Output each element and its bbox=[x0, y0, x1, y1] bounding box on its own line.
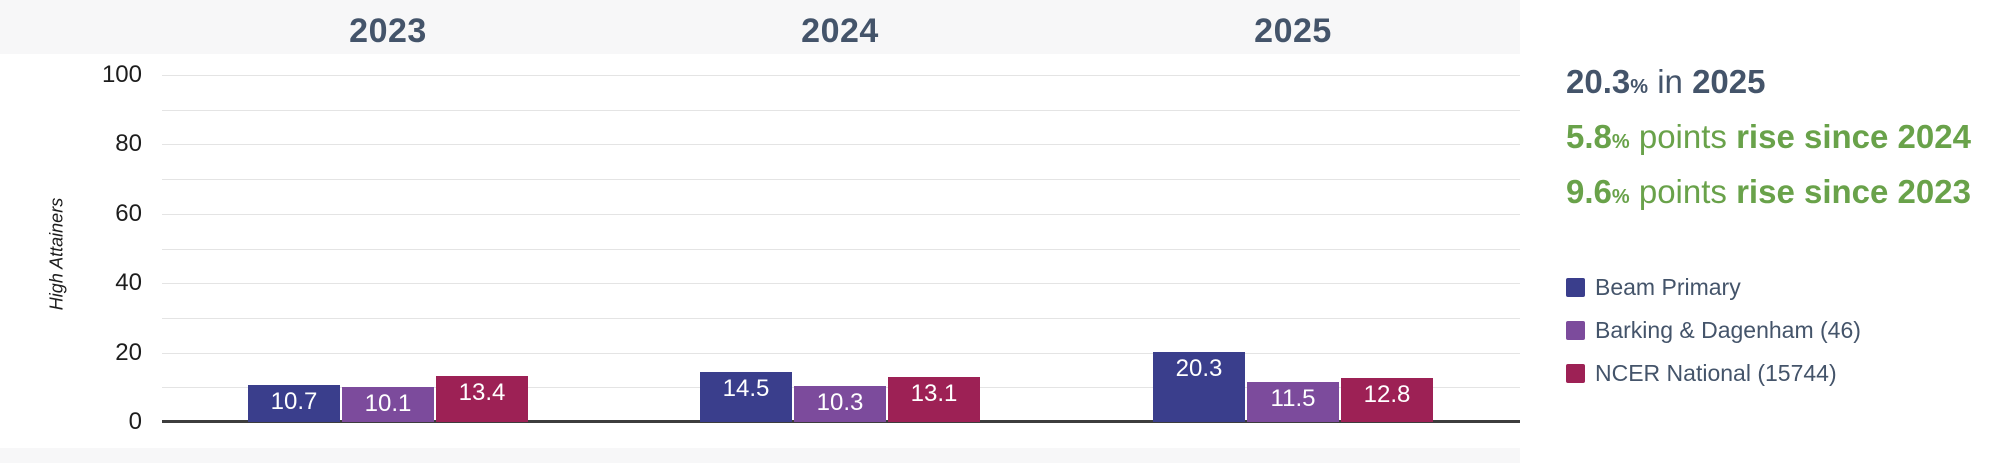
bar-value-label: 14.5 bbox=[722, 374, 770, 402]
bar[interactable]: 13.1 bbox=[888, 376, 980, 422]
y-axis-label: High Attainers bbox=[46, 197, 67, 311]
legend-swatch-icon bbox=[1566, 364, 1585, 383]
stats-panel: 20.3% in 2025 5.8% points rise since 202… bbox=[1566, 57, 1996, 222]
stat-value: 9.6 bbox=[1566, 173, 1612, 210]
bar-value-label: 13.1 bbox=[910, 379, 958, 407]
legend-item-label: Barking & Dagenham (46) bbox=[1595, 317, 1861, 343]
y-axis-tick-label: 60 bbox=[115, 199, 142, 227]
y-axis-tick-label: 40 bbox=[115, 269, 142, 297]
bar-value-label: 10.1 bbox=[364, 389, 412, 417]
legend-item[interactable]: NCER National (15744) bbox=[1566, 352, 1996, 395]
bar-value-label: 12.8 bbox=[1363, 380, 1411, 408]
bar[interactable]: 10.7 bbox=[248, 384, 340, 422]
gridline bbox=[162, 248, 1520, 250]
bar[interactable]: 20.3 bbox=[1153, 351, 1245, 422]
stat-text: points bbox=[1629, 118, 1737, 155]
bar-value-label: 10.3 bbox=[816, 389, 864, 417]
legend: Beam Primary Barking & Dagenham (46) NCER … bbox=[1566, 266, 1996, 395]
stat-value: 20.3 bbox=[1566, 63, 1631, 100]
stat-emphasis: 2025 bbox=[1692, 63, 1766, 100]
gridline bbox=[162, 144, 1520, 146]
chart-footer-band bbox=[0, 448, 1520, 463]
gridline bbox=[162, 213, 1520, 215]
plot-area bbox=[162, 75, 1520, 422]
gridline bbox=[162, 283, 1520, 285]
stat-emphasis: rise since 2024 bbox=[1736, 118, 1971, 155]
y-axis-tick-label: 100 bbox=[101, 61, 142, 88]
bar[interactable]: 11.5 bbox=[1247, 382, 1339, 422]
legend-item-label: Beam Primary bbox=[1595, 274, 1741, 300]
legend-swatch-icon bbox=[1566, 321, 1585, 340]
year-title: 2023 bbox=[349, 12, 427, 50]
gridline bbox=[162, 179, 1520, 181]
stat-line-rise-since-2023: 9.6% points rise since 2023 bbox=[1566, 167, 1996, 222]
legend-swatch-icon bbox=[1566, 278, 1585, 297]
stat-text: points bbox=[1629, 173, 1737, 210]
stat-line-rise-since-2024: 5.8% points rise since 2024 bbox=[1566, 112, 1996, 167]
y-axis-tick-label: 80 bbox=[115, 130, 142, 158]
stat-value: 5.8 bbox=[1566, 118, 1612, 155]
stat-text: in bbox=[1648, 63, 1693, 100]
legend-item[interactable]: Barking & Dagenham (46) bbox=[1566, 309, 1996, 352]
legend-item-label: NCER National (15744) bbox=[1595, 360, 1837, 386]
bar-value-label: 11.5 bbox=[1270, 385, 1316, 413]
bar[interactable]: 10.1 bbox=[342, 386, 434, 422]
bar[interactable]: 13.4 bbox=[436, 375, 528, 422]
bar-value-label: 10.7 bbox=[270, 387, 318, 415]
stat-line-current-year: 20.3% in 2025 bbox=[1566, 57, 1996, 112]
gridline bbox=[162, 352, 1520, 354]
chart-header-band bbox=[0, 0, 1520, 54]
gridline bbox=[162, 109, 1520, 111]
bar[interactable]: 14.5 bbox=[700, 371, 792, 422]
bar-chart: 2023 2024 2025 0 20 40 60 80 100 High Attainers… bbox=[0, 0, 1520, 463]
bar-value-label: 20.3 bbox=[1175, 354, 1223, 382]
bar[interactable]: 12.8 bbox=[1341, 377, 1433, 422]
bar-value-label: 13.4 bbox=[458, 378, 506, 406]
legend-item[interactable]: Beam Primary bbox=[1566, 266, 1996, 309]
year-title: 2024 bbox=[801, 12, 879, 50]
bar[interactable]: 10.3 bbox=[794, 386, 886, 422]
gridline bbox=[162, 75, 1520, 76]
gridline bbox=[162, 317, 1520, 319]
y-axis-tick-label: 0 bbox=[128, 408, 142, 435]
y-axis-tick-label: 20 bbox=[115, 338, 142, 366]
stat-percent-sign: % bbox=[1611, 131, 1630, 153]
year-title: 2025 bbox=[1254, 12, 1332, 50]
stat-percent-sign: % bbox=[1611, 186, 1630, 208]
stat-percent-sign: % bbox=[1630, 76, 1649, 98]
stat-emphasis: rise since 2023 bbox=[1736, 173, 1971, 210]
